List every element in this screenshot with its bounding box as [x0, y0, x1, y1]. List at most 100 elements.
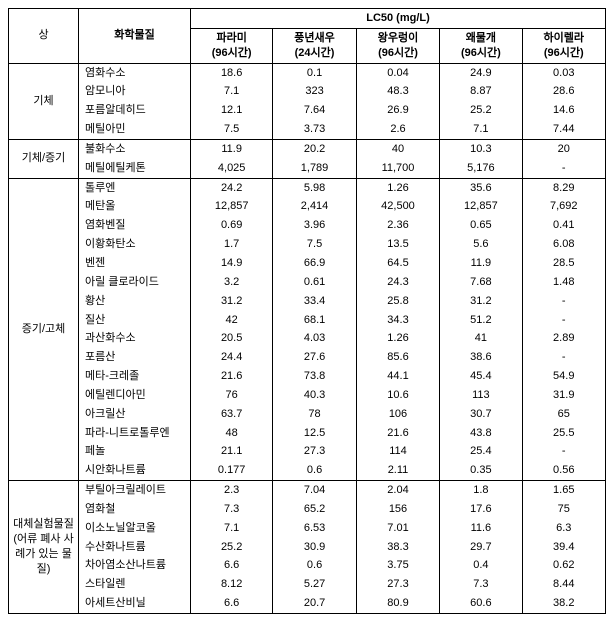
- value-cell: 45.4: [440, 367, 522, 386]
- value-cell: 2.89: [522, 329, 605, 348]
- value-cell: 0.56: [522, 461, 605, 480]
- value-cell: 8.44: [522, 575, 605, 594]
- value-cell: 1,789: [273, 159, 356, 178]
- table-row: 메틸아민7.53.732.67.17.44: [9, 120, 606, 139]
- value-cell: 43.8: [440, 424, 522, 443]
- value-cell: 7.01: [356, 519, 439, 538]
- table-row: 이소노닐알코올7.16.537.0111.66.3: [9, 519, 606, 538]
- column-header: 왜물개 (96시간): [440, 28, 522, 63]
- header-category: 상: [9, 9, 79, 64]
- value-cell: 7.1: [191, 82, 273, 101]
- value-cell: 66.9: [273, 254, 356, 273]
- value-cell: 7,692: [522, 197, 605, 216]
- column-header: 하이렐라(96시간): [522, 28, 605, 63]
- value-cell: 0.03: [522, 63, 605, 82]
- chemical-cell: 염화수소: [79, 63, 191, 82]
- chemical-cell: 아세트산비닐: [79, 594, 191, 613]
- value-cell: -: [522, 292, 605, 311]
- column-time: (96시간): [461, 47, 501, 59]
- chemical-cell: 아릴 클로라이드: [79, 273, 191, 292]
- value-cell: 20.5: [191, 329, 273, 348]
- value-cell: 12,857: [440, 197, 522, 216]
- chemical-cell: 과산화수소: [79, 329, 191, 348]
- chemical-cell: 황산: [79, 292, 191, 311]
- value-cell: 0.04: [356, 63, 439, 82]
- table-row: 이황화탄소1.77.513.55.66.08: [9, 235, 606, 254]
- chemical-cell: 메틸에틸케톤: [79, 159, 191, 178]
- value-cell: 21.1: [191, 442, 273, 461]
- table-row: 에틸렌디아민7640.310.611331.9: [9, 386, 606, 405]
- chemical-cell: 염화벤질: [79, 216, 191, 235]
- table-row: 포름산24.427.685.638.6-: [9, 348, 606, 367]
- value-cell: 29.7: [440, 538, 522, 557]
- table-row: 증기/고체톨루엔24.25.981.2635.68.29: [9, 178, 606, 197]
- table-row: 메틸에틸케톤4,0251,78911,7005,176-: [9, 159, 606, 178]
- column-time: (96시간): [212, 47, 252, 59]
- table-row: 과산화수소20.54.031.26412.89: [9, 329, 606, 348]
- value-cell: 0.61: [273, 273, 356, 292]
- value-cell: 60.6: [440, 594, 522, 613]
- value-cell: 0.6: [273, 556, 356, 575]
- value-cell: 38.3: [356, 538, 439, 557]
- value-cell: 75: [522, 500, 605, 519]
- table-row: 아크릴산63.77810630.765: [9, 405, 606, 424]
- header-chemical: 화학물질: [79, 9, 191, 64]
- value-cell: 2.11: [356, 461, 439, 480]
- value-cell: 63.7: [191, 405, 273, 424]
- chemical-cell: 포름알데히드: [79, 101, 191, 120]
- value-cell: 1.8: [440, 481, 522, 500]
- chemical-cell: 아크릴산: [79, 405, 191, 424]
- value-cell: 0.1: [273, 63, 356, 82]
- value-cell: 21.6: [356, 424, 439, 443]
- column-name: 하이렐라: [544, 32, 584, 44]
- value-cell: 73.8: [273, 367, 356, 386]
- value-cell: 31.9: [522, 386, 605, 405]
- value-cell: 5.98: [273, 178, 356, 197]
- value-cell: 27.6: [273, 348, 356, 367]
- value-cell: 34.3: [356, 311, 439, 330]
- value-cell: 1.65: [522, 481, 605, 500]
- value-cell: 54.9: [522, 367, 605, 386]
- value-cell: 3.96: [273, 216, 356, 235]
- chemical-cell: 차아염소산나트륨: [79, 556, 191, 575]
- table-row: 수산화나트륨25.230.938.329.739.4: [9, 538, 606, 557]
- value-cell: 30.9: [273, 538, 356, 557]
- value-cell: 2,414: [273, 197, 356, 216]
- value-cell: 28.5: [522, 254, 605, 273]
- value-cell: 7.68: [440, 273, 522, 292]
- chemical-cell: 이소노닐알코올: [79, 519, 191, 538]
- lc50-table: 상 화학물질 LC50 (mg/L) 파라미(96시간)풍년새우(24시간)왕우…: [8, 8, 606, 614]
- value-cell: 68.1: [273, 311, 356, 330]
- value-cell: 33.4: [273, 292, 356, 311]
- value-cell: 42: [191, 311, 273, 330]
- table-row: 황산31.233.425.831.2-: [9, 292, 606, 311]
- value-cell: 6.6: [191, 556, 273, 575]
- category-cell: 증기/고체: [9, 178, 79, 481]
- value-cell: 2.6: [356, 120, 439, 139]
- column-header: 파라미(96시간): [191, 28, 273, 63]
- value-cell: 0.6: [273, 461, 356, 480]
- value-cell: 38.6: [440, 348, 522, 367]
- chemical-cell: 파라-니트로톨루엔: [79, 424, 191, 443]
- value-cell: 7.1: [440, 120, 522, 139]
- table-row: 스타일렌8.125.2727.37.38.44: [9, 575, 606, 594]
- chemical-cell: 포름산: [79, 348, 191, 367]
- value-cell: 31.2: [191, 292, 273, 311]
- column-time: (96시간): [378, 47, 418, 59]
- chemical-cell: 스타일렌: [79, 575, 191, 594]
- value-cell: 85.6: [356, 348, 439, 367]
- value-cell: 13.5: [356, 235, 439, 254]
- value-cell: 48: [191, 424, 273, 443]
- column-header: 왕우렁이(96시간): [356, 28, 439, 63]
- value-cell: 24.2: [191, 178, 273, 197]
- column-name: 왜물개: [466, 32, 496, 44]
- chemical-cell: 메틸아민: [79, 120, 191, 139]
- value-cell: 10.6: [356, 386, 439, 405]
- value-cell: 7.04: [273, 481, 356, 500]
- value-cell: 2.36: [356, 216, 439, 235]
- value-cell: 20.2: [273, 139, 356, 158]
- chemical-cell: 수산화나트륨: [79, 538, 191, 557]
- chemical-cell: 메타-크레졸: [79, 367, 191, 386]
- value-cell: 12,857: [191, 197, 273, 216]
- value-cell: 8.87: [440, 82, 522, 101]
